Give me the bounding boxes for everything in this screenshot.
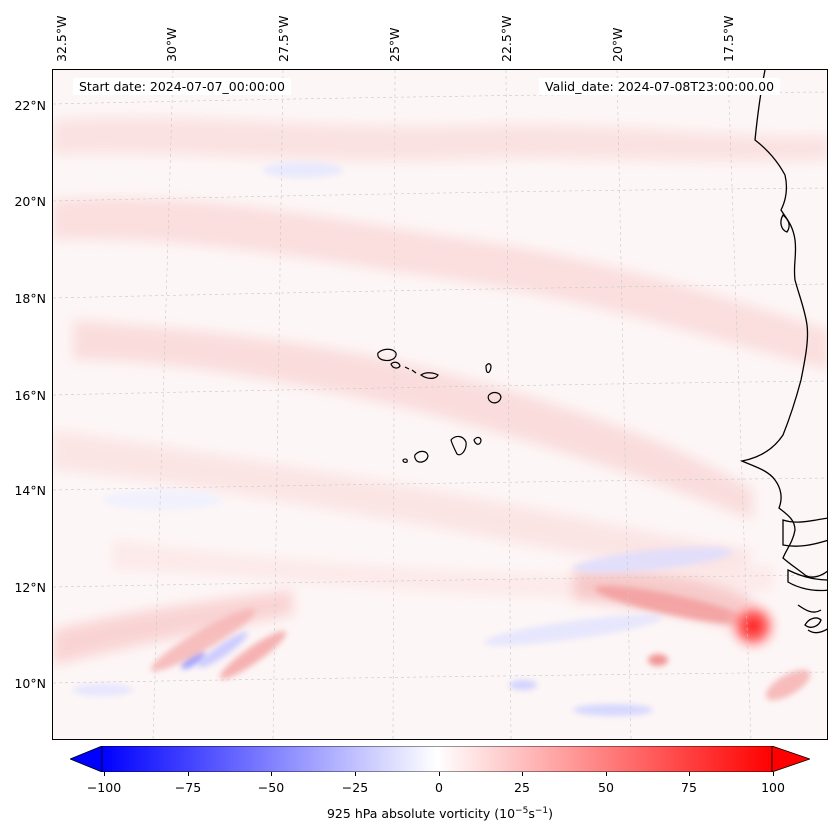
red-features — [150, 585, 811, 701]
tick-label-100: 100 — [761, 780, 785, 795]
blue-streaks — [73, 162, 733, 716]
tickmark-100 — [773, 772, 774, 776]
vorticity-field — [53, 70, 827, 739]
colorbar-ramp — [101, 745, 773, 773]
colorbar-title: 925 hPa absolute vorticity (10−5s−1) — [0, 806, 837, 821]
colorbar — [68, 745, 812, 773]
tick-label-neg100: −100 — [86, 780, 122, 795]
vorticity-map[interactable]: Start date: 2024-07-07_00:00:00 Valid_da… — [52, 69, 828, 740]
colorbar-min-arrow — [68, 745, 103, 773]
tick-label-0: 0 — [435, 780, 443, 795]
tickmark-neg75 — [188, 772, 189, 776]
tick-label-75: 75 — [681, 780, 697, 795]
lat-label-16n: 16°N — [14, 388, 46, 403]
tickmark-neg100 — [104, 772, 105, 776]
tick-label-neg25: −25 — [341, 780, 369, 795]
coastline-west-africa — [739, 70, 827, 634]
colorbar-max-arrow — [771, 745, 812, 773]
valid-date-label: Valid_date: 2024-07-08T23:00:00.00 — [539, 78, 781, 95]
colorbar-graphic — [68, 745, 812, 773]
tickmark-50 — [606, 772, 607, 776]
lon-label-30w: 30°W — [164, 27, 179, 62]
lon-label-17-5w: 17.5°W — [721, 15, 736, 62]
lon-label-20w: 20°W — [610, 27, 625, 62]
cape-verde-islands — [377, 348, 502, 463]
tick-label-50: 50 — [598, 780, 614, 795]
lat-label-22n: 22°N — [14, 98, 46, 113]
tickmark-75 — [689, 772, 690, 776]
lat-label-18n: 18°N — [14, 291, 46, 306]
start-date-label: Start date: 2024-07-07_00:00:00 — [73, 78, 291, 95]
tick-label-neg50: −50 — [257, 780, 285, 795]
colorbar-title-text: 925 hPa absolute vorticity (10 — [326, 806, 516, 822]
colorbar-title-exp1: −5 — [515, 806, 529, 816]
lon-label-32-5w: 32.5°W — [54, 15, 69, 62]
colorbar-title-exp2: −1 — [534, 806, 549, 816]
lat-label-12n: 12°N — [14, 580, 46, 595]
tick-label-neg75: −75 — [174, 780, 202, 795]
colorbar-title-end: ) — [548, 806, 553, 822]
tickmark-0 — [439, 772, 440, 776]
lon-label-27-5w: 27.5°W — [276, 15, 291, 62]
gridlines — [53, 70, 827, 739]
lat-label-10n: 10°N — [14, 676, 46, 691]
tickmark-neg25 — [355, 772, 356, 776]
tick-label-25: 25 — [514, 780, 530, 795]
lat-label-20n: 20°N — [14, 194, 46, 209]
colorbar-title-unit: s — [528, 806, 535, 822]
pink-bands — [53, 117, 827, 665]
lat-label-14n: 14°N — [14, 483, 46, 498]
lon-label-22-5w: 22.5°W — [499, 15, 514, 62]
lon-label-25w: 25°W — [387, 27, 402, 62]
tickmark-neg50 — [271, 772, 272, 776]
tickmark-25 — [522, 772, 523, 776]
